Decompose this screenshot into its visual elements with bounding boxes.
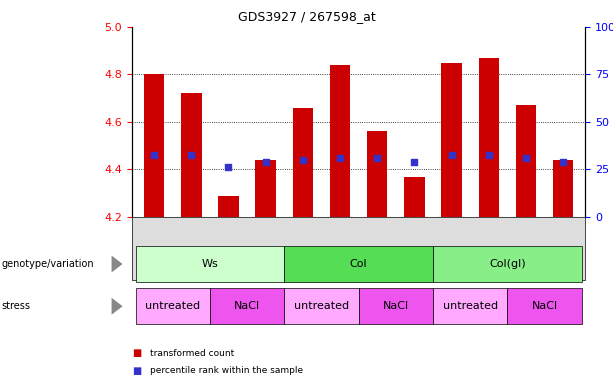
Point [521,154,531,161]
Text: untreated: untreated [294,301,349,311]
Point [224,164,234,170]
Bar [367,131,387,217]
Text: ■: ■ [132,348,141,358]
Bar [292,108,313,217]
Bar [404,177,425,217]
Bar [330,65,350,217]
Point [447,152,457,158]
Point [409,159,419,166]
Point [261,159,270,166]
Text: ■: ■ [132,366,141,376]
Text: Ws: Ws [202,259,218,269]
Text: NaCl: NaCl [383,301,409,311]
Text: transformed count: transformed count [150,349,234,358]
Text: stress: stress [1,301,30,311]
Bar [479,58,499,217]
Text: genotype/variation: genotype/variation [1,259,94,269]
Bar [144,74,164,217]
Bar [181,93,202,217]
Point [484,152,493,158]
Bar [256,160,276,217]
Text: GDS3927 / 267598_at: GDS3927 / 267598_at [238,10,375,23]
Text: percentile rank within the sample: percentile rank within the sample [150,366,303,375]
Bar [553,160,573,217]
Point [558,159,568,166]
Text: Col: Col [350,259,367,269]
Point [186,152,196,158]
Bar [516,105,536,217]
Text: untreated: untreated [443,301,498,311]
Point [298,157,308,163]
Text: Col(gl): Col(gl) [489,259,525,269]
Text: NaCl: NaCl [531,301,558,311]
Bar [441,63,462,217]
Point [335,154,345,161]
Text: NaCl: NaCl [234,301,260,311]
Point [372,154,382,161]
Point [149,152,159,158]
Text: untreated: untreated [145,301,200,311]
Bar [218,195,238,217]
